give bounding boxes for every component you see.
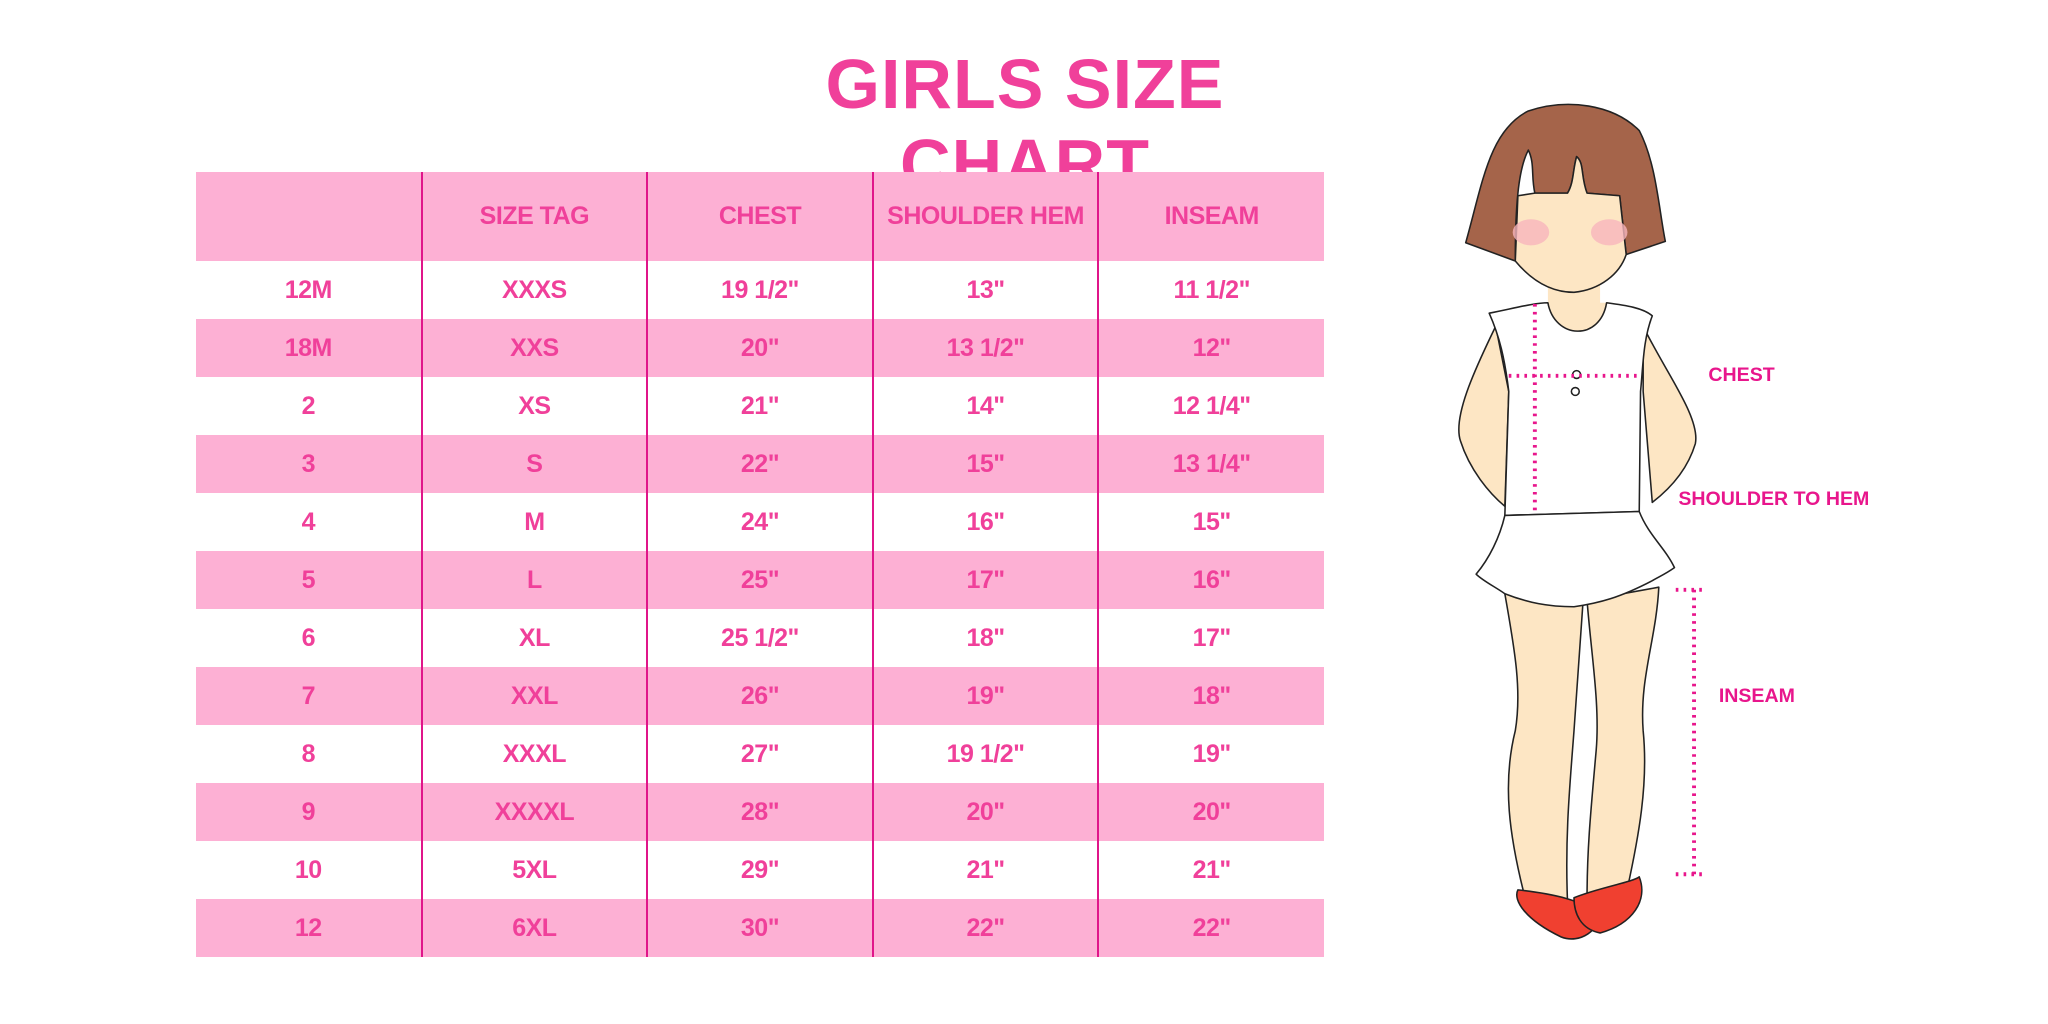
table-cell: 28" [646, 783, 873, 841]
table-cell: 18" [1097, 667, 1324, 725]
table-row: 2 XS 21" 14" 12 1/4" [196, 377, 1324, 435]
table-cell: 12" [1097, 319, 1324, 377]
table-cell: 15" [871, 435, 1099, 493]
cheek [1590, 219, 1628, 246]
table-cell: 25" [646, 551, 873, 609]
table-cell: 27" [646, 725, 873, 783]
table-cell: 14" [871, 377, 1099, 435]
table-cell: 22" [1097, 899, 1324, 957]
inseam-label: INSEAM [1719, 685, 1795, 707]
table-cell: 24" [646, 493, 873, 551]
table-row: 3 S 22" 15" 13 1/4" [196, 435, 1324, 493]
header-cell: SIZE TAG [420, 172, 648, 261]
header-cell [196, 172, 422, 261]
table-cell: XXL [420, 667, 648, 725]
table-cell: 21" [646, 377, 873, 435]
table-row: 5 L 25" 17" 16" [196, 551, 1324, 609]
table-cell: 4 [301, 507, 316, 536]
table-cell: L [420, 551, 648, 609]
table-row: 4 M 24" 16" 15" [196, 493, 1324, 551]
table-cell: 26" [646, 667, 873, 725]
table-cell: 12M [284, 275, 333, 304]
page-title: GIRLS SIZE CHART [825, 45, 1225, 203]
table-cell: 15" [1097, 493, 1324, 551]
table-cell: XS [420, 377, 648, 435]
table-cell: 13 1/2" [871, 319, 1099, 377]
table-cell: 11 1/2" [1097, 261, 1324, 319]
right-leg [1586, 586, 1660, 899]
table-cell: 10 [294, 855, 322, 884]
table-cell: 20" [1097, 783, 1324, 841]
table-cell: 5XL [420, 841, 648, 899]
table-row: 8 XXXL 27" 19 1/2" 19" [196, 725, 1324, 783]
button-icon [1570, 386, 1581, 397]
face [1514, 155, 1627, 294]
table-cell: 12 [196, 899, 422, 957]
table-cell: 20" [646, 319, 873, 377]
shirt [1488, 301, 1654, 517]
size-chart-table: SIZE TAG CHEST SHOULDER HEM INSEAM 12M XX… [196, 172, 1324, 957]
header-cell: CHEST [646, 172, 873, 261]
table-cell: M [420, 493, 648, 551]
table-cell: 13 1/4" [1097, 435, 1324, 493]
table-row: 6 XL 25 1/2" 18" 17" [196, 609, 1324, 667]
table-row: 7 XXL 26" 19" 18" [196, 667, 1324, 725]
table-cell: S [420, 435, 648, 493]
table-cell: 18" [871, 609, 1099, 667]
cheek [1512, 219, 1550, 246]
table-cell: 25 1/2" [646, 609, 873, 667]
table-cell: 8 [301, 739, 316, 768]
table-cell: 30" [646, 899, 873, 957]
table-cell: 12 1/4" [1097, 377, 1324, 435]
table-row: 10 5XL 29" 21" 21" [196, 841, 1324, 899]
table-cell: 17" [1097, 609, 1324, 667]
table-cell: 29" [646, 841, 873, 899]
table-cell: 19" [871, 667, 1099, 725]
table-cell: 19" [1097, 725, 1324, 783]
table-row: 12 6XL 30" 22" 22" [196, 899, 1324, 957]
girl-measurement-illustration: CHEST SHOULDER TO HEM INSEAM [1458, 103, 1869, 940]
table-cell: 9 [196, 783, 422, 841]
left-shoe [1516, 889, 1601, 940]
table-cell: XL [420, 609, 648, 667]
table-cell: 20" [871, 783, 1099, 841]
header-cell: SHOULDER HEM [871, 172, 1099, 261]
table-cell: 19 1/2" [871, 725, 1099, 783]
table-row: 12M XXXS 19 1/2" 13" 11 1/2" [196, 261, 1324, 319]
table-header-row: SIZE TAG CHEST SHOULDER HEM INSEAM [196, 172, 1324, 261]
table-row: 9 XXXXL 28" 20" 20" [196, 783, 1324, 841]
table-cell: 13" [871, 261, 1099, 319]
table-cell: XXXL [420, 725, 648, 783]
table-cell: 21" [871, 841, 1099, 899]
skirt [1475, 510, 1676, 608]
table-cell: 2 [301, 391, 316, 420]
header-cell: INSEAM [1097, 172, 1324, 261]
table-cell: 7 [196, 667, 422, 725]
table-cell: 6 [301, 623, 316, 652]
table-cell: XXS [420, 319, 648, 377]
table-cell: 3 [196, 435, 422, 493]
neckline [1547, 302, 1608, 332]
table-cell: 6XL [420, 899, 648, 957]
shoulder-to-hem-label: SHOULDER TO HEM [1678, 488, 1869, 510]
table-cell: 16" [871, 493, 1099, 551]
table-cell: XXXS [420, 261, 648, 319]
table-cell: 18M [196, 319, 422, 377]
table-row: 18M XXS 20" 13 1/2" 12" [196, 319, 1324, 377]
table-cell: 21" [1097, 841, 1324, 899]
left-arm [1458, 325, 1510, 508]
table-cell: 19 1/2" [646, 261, 873, 319]
right-shoe [1573, 876, 1643, 934]
table-cell: 5 [196, 551, 422, 609]
table-cell: XXXXL [420, 783, 648, 841]
table-cell: 22" [871, 899, 1099, 957]
table-cell: 16" [1097, 551, 1324, 609]
right-arm [1642, 325, 1697, 504]
table-cell: 22" [646, 435, 873, 493]
chest-label: CHEST [1708, 364, 1774, 386]
table-cell: 17" [871, 551, 1099, 609]
left-leg [1504, 592, 1584, 902]
